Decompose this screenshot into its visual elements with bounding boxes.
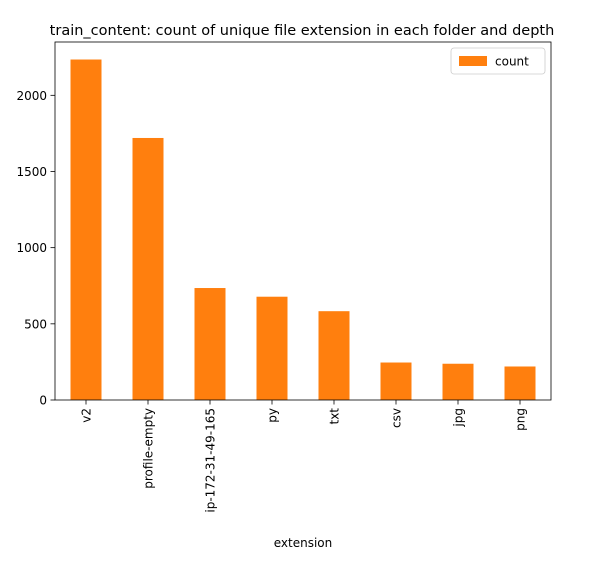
bar-profile-empty — [132, 137, 164, 400]
legend-label: count — [495, 55, 529, 69]
y-tick-label: 1000 — [16, 241, 47, 255]
x-tick-label: ip-172-31-49-165 — [204, 408, 218, 513]
x-tick-label: png — [514, 408, 528, 431]
x-axis-label: extension — [274, 536, 333, 550]
legend: count — [450, 47, 546, 75]
legend-swatch — [459, 56, 487, 66]
bar-py — [256, 296, 288, 400]
y-tick-label: 2000 — [16, 89, 47, 103]
x-tick-label: profile-empty — [142, 408, 156, 489]
bar-txt — [318, 311, 350, 400]
axes-layer: v2 profile-empty ip-172-31-49-165 py txt csv j… — [16, 41, 552, 513]
plot-frame — [54, 41, 552, 401]
bar-jpg — [442, 363, 474, 400]
y-tick-label: 1500 — [16, 165, 47, 179]
bar-png — [504, 366, 536, 400]
bar-v2 — [70, 59, 102, 401]
x-tick-label: jpg — [452, 408, 466, 428]
legend-frame — [450, 47, 546, 75]
y-tick-label: 0 — [39, 394, 47, 408]
x-tick-label: txt — [328, 408, 342, 425]
x-tick-label: csv — [390, 408, 404, 428]
bar-csv — [380, 362, 412, 400]
x-tick-label: py — [266, 408, 280, 423]
y-tick-label: 500 — [24, 317, 47, 331]
bars-layer — [70, 59, 536, 401]
bar-ip-172-31-49-165 — [194, 288, 226, 400]
x-tick-label: v2 — [80, 408, 94, 423]
chart-title: train_content: count of unique file exte… — [50, 23, 555, 39]
